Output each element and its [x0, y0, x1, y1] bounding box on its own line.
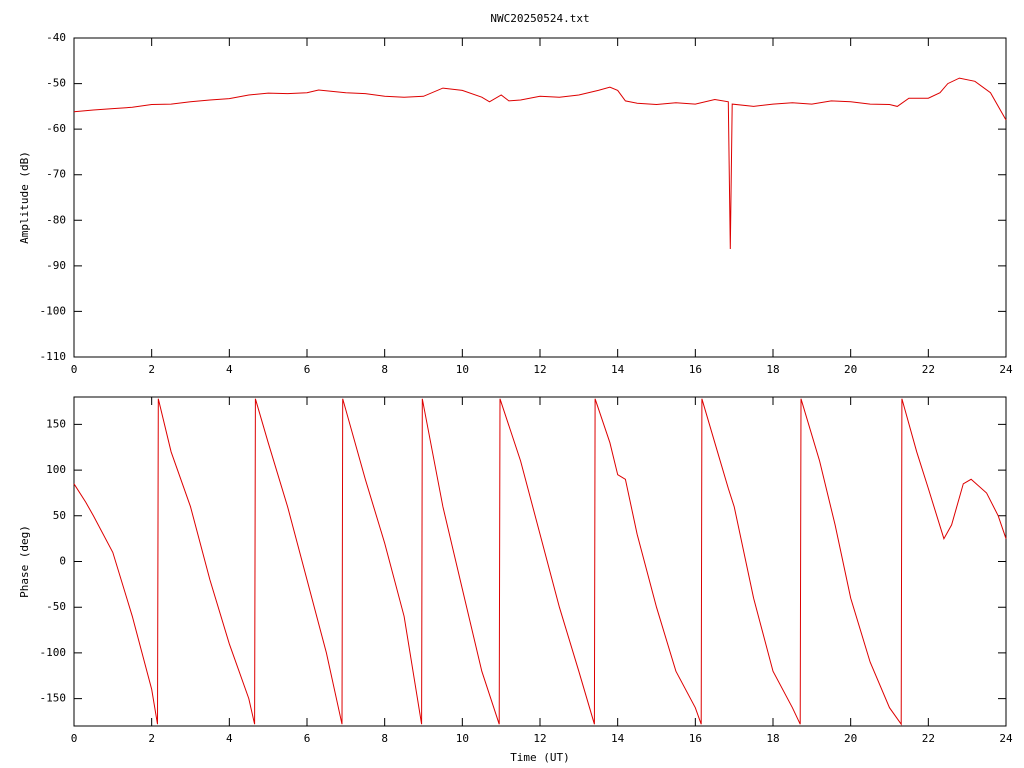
y-tick-label: -80: [46, 213, 66, 226]
x-tick-label: 2: [148, 732, 155, 745]
plot-frame: [73, 396, 1007, 727]
y-tick-label: 150: [46, 417, 66, 430]
x-tick-label: 22: [922, 732, 935, 745]
y-tick-label: -70: [46, 168, 66, 181]
x-tick-label: 12: [533, 732, 546, 745]
plot-frame: [73, 37, 1007, 358]
x-tick-label: 20: [844, 732, 857, 745]
x-tick-label: 4: [226, 363, 233, 376]
x-tick-label: 18: [766, 732, 779, 745]
x-tick-label: 2: [148, 363, 155, 376]
x-tick-label: 4: [226, 732, 233, 745]
x-tick-label: 16: [689, 732, 702, 745]
y-tick-label: -100: [40, 646, 67, 659]
x-tick-label: 8: [381, 363, 388, 376]
y-tick-label: -90: [46, 259, 66, 272]
x-tick-label: 0: [71, 363, 78, 376]
x-tick-label: 16: [689, 363, 702, 376]
x-tick-label: 12: [533, 363, 546, 376]
y-tick-label: 100: [46, 463, 66, 476]
y-tick-label: -100: [40, 304, 67, 317]
data-line: [73, 77, 1007, 250]
x-tick-label: 18: [766, 363, 779, 376]
x-tick-label: 14: [611, 732, 625, 745]
x-tick-label: 22: [922, 363, 935, 376]
x-tick-label: 20: [844, 363, 857, 376]
x-tick-label: 0: [71, 732, 78, 745]
x-tick-label: 6: [304, 363, 311, 376]
y-tick-label: -50: [46, 77, 66, 90]
x-tick-label: 14: [611, 363, 625, 376]
x-tick-label: 24: [999, 732, 1013, 745]
y-tick-label: -40: [46, 31, 66, 44]
y-tick-label: 50: [53, 509, 66, 522]
y-tick-label: -60: [46, 122, 66, 135]
y-tick-label: -110: [40, 350, 67, 363]
x-tick-label: 6: [304, 732, 311, 745]
data-line: [73, 398, 1007, 726]
x-axis-label: Time (UT): [510, 751, 570, 764]
x-tick-label: 10: [456, 732, 469, 745]
y-axis-label: Phase (deg): [18, 525, 31, 598]
x-tick-label: 10: [456, 363, 469, 376]
x-tick-label: 8: [381, 732, 388, 745]
y-tick-label: -150: [40, 692, 67, 705]
y-tick-label: 0: [59, 555, 66, 568]
x-tick-label: 24: [999, 363, 1013, 376]
y-tick-label: -50: [46, 600, 66, 613]
y-axis-label: Amplitude (dB): [18, 151, 31, 244]
chart-title: NWC20250524.txt: [490, 12, 589, 25]
